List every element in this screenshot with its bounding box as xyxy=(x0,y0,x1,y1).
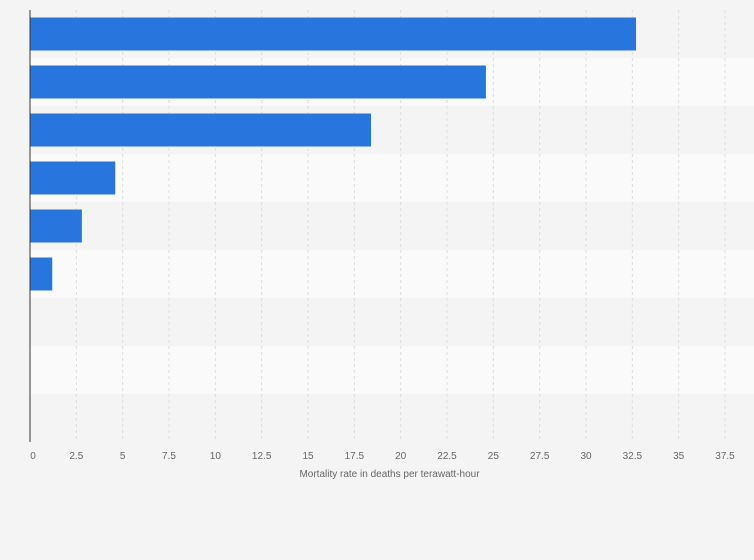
bar xyxy=(30,113,372,147)
row-band xyxy=(30,154,754,202)
x-tick-label: 2.5 xyxy=(69,451,83,462)
bar xyxy=(30,209,82,243)
bar xyxy=(30,65,486,99)
x-tick-label: 30 xyxy=(580,451,592,462)
bars xyxy=(30,17,637,291)
x-tick-label: 35 xyxy=(673,451,685,462)
x-tick-label: 25 xyxy=(488,451,500,462)
row-band xyxy=(30,346,754,394)
bar xyxy=(30,257,53,291)
x-tick-label: 12.5 xyxy=(252,451,272,462)
x-tick-label: 20 xyxy=(395,451,407,462)
x-tick-label: 5 xyxy=(120,451,126,462)
bar xyxy=(30,17,637,51)
bar xyxy=(30,161,116,195)
x-tick-label: 7.5 xyxy=(162,451,176,462)
x-tick-label: 37.5 xyxy=(715,451,735,462)
row-band xyxy=(30,298,754,346)
x-tick-label: 32.5 xyxy=(623,451,643,462)
x-axis-title: Mortality rate in deaths per terawatt-ho… xyxy=(299,469,480,480)
x-tick-label: 15 xyxy=(302,451,314,462)
row-band xyxy=(30,394,754,442)
row-bands xyxy=(30,10,754,442)
x-tick-label: 0 xyxy=(30,451,36,462)
x-tick-label: 10 xyxy=(210,451,222,462)
x-tick-label: 22.5 xyxy=(437,451,457,462)
x-tick-label: 17.5 xyxy=(345,451,365,462)
x-tick-labels: 0 2.5 5 7.5 10 12.5 15 17.5 20 22.5 25 27.5 30 32.5 35… xyxy=(30,451,735,462)
row-band xyxy=(30,202,754,250)
x-tick-label: 27.5 xyxy=(530,451,550,462)
row-band xyxy=(30,250,754,298)
